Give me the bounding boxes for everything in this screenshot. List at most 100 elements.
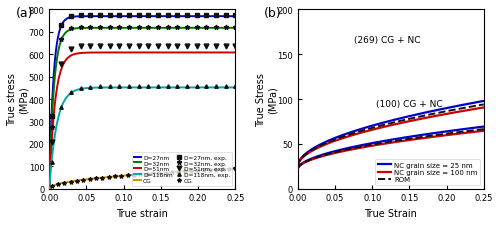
- Text: (100) CG + NC: (100) CG + NC: [376, 100, 442, 109]
- D=32nm: [174, 27, 180, 30]
- D=32nm, exp.: [78, 27, 84, 29]
- CG: [150, 172, 156, 175]
- CG: [48, 185, 54, 188]
- D=27nm, exp.: [97, 15, 103, 17]
- D=51nm, exp.: [78, 46, 84, 48]
- D=32nm: [66, 30, 71, 33]
- CG: [188, 170, 194, 173]
- CG: [93, 177, 99, 180]
- CG: [112, 175, 118, 178]
- D=27nm: [128, 16, 134, 18]
- D=27nm, exp.: [48, 115, 54, 118]
- D=27nm, exp.: [232, 15, 238, 17]
- CG: [232, 167, 238, 170]
- D=118nm, exp.: [232, 86, 238, 88]
- D=27nm, exp.: [174, 15, 180, 17]
- CG: [131, 174, 137, 176]
- Line: D=32nm, exp.: D=32nm, exp.: [49, 25, 238, 130]
- D=51nm, exp.: [106, 45, 112, 48]
- Text: (a): (a): [16, 7, 34, 20]
- D=27nm: [66, 18, 71, 20]
- X-axis label: True Strain: True Strain: [364, 208, 418, 218]
- D=118nm, exp.: [204, 86, 210, 88]
- D=118nm, exp.: [106, 86, 112, 88]
- Text: (269) CG + NC: (269) CG + NC: [354, 36, 420, 45]
- D=27nm: [46, 187, 52, 190]
- D=51nm, exp.: [174, 45, 180, 48]
- D=51nm: [66, 57, 71, 59]
- D=118nm: [66, 94, 71, 97]
- CG: [99, 176, 105, 179]
- D=118nm: [46, 187, 52, 190]
- D=118nm, exp.: [48, 161, 54, 164]
- CG: [128, 174, 134, 177]
- D=51nm, exp.: [58, 63, 64, 66]
- D=118nm, exp.: [116, 86, 122, 88]
- D=118nm: [128, 87, 134, 89]
- X-axis label: True strain: True strain: [116, 208, 168, 218]
- D=118nm, exp.: [164, 86, 170, 88]
- D=32nm, exp.: [126, 27, 132, 29]
- D=51nm: [128, 52, 134, 55]
- D=118nm, exp.: [97, 86, 103, 88]
- D=32nm, exp.: [106, 27, 112, 29]
- CG: [169, 171, 175, 174]
- Line: CG: CG: [50, 169, 236, 189]
- D=51nm: [232, 52, 238, 55]
- D=27nm, exp.: [136, 15, 141, 17]
- D=27nm, exp.: [78, 15, 84, 17]
- D=32nm: [46, 187, 52, 190]
- Legend: D=27nm, D=32nm, D=51nm, D=118nm, CG, D=27nm, exp., D=32nm, exp., D=51nm, exp., D: D=27nm, D=32nm, D=51nm, D=118nm, CG, D=2…: [132, 153, 232, 186]
- D=32nm, exp.: [136, 27, 141, 29]
- CG: [176, 171, 182, 173]
- D=118nm, exp.: [78, 87, 84, 90]
- D=27nm: [174, 16, 180, 18]
- D=27nm: [201, 16, 207, 18]
- CG: [226, 168, 232, 170]
- CG: [214, 168, 220, 171]
- D=51nm, exp.: [184, 45, 190, 48]
- D=118nm, exp.: [174, 86, 180, 88]
- D=32nm, exp.: [116, 27, 122, 29]
- D=118nm, exp.: [68, 91, 74, 94]
- CG: [124, 174, 130, 177]
- D=32nm, exp.: [97, 27, 103, 29]
- CG: [174, 171, 180, 173]
- D=27nm, exp.: [58, 24, 64, 27]
- D=51nm, exp.: [146, 45, 152, 48]
- CG: [156, 172, 162, 175]
- D=32nm: [220, 27, 226, 30]
- D=32nm, exp.: [164, 27, 170, 29]
- CG: [207, 169, 213, 171]
- D=51nm, exp.: [232, 45, 238, 48]
- D=32nm, exp.: [232, 27, 238, 29]
- Line: D=27nm: D=27nm: [50, 17, 236, 189]
- D=27nm, exp.: [164, 15, 170, 17]
- D=118nm, exp.: [184, 86, 190, 88]
- Line: D=118nm: D=118nm: [50, 88, 236, 189]
- CG: [144, 173, 150, 176]
- Text: (b): (b): [264, 7, 282, 20]
- CG: [232, 167, 238, 170]
- CG: [162, 171, 168, 174]
- D=32nm, exp.: [194, 27, 200, 29]
- Line: CG: CG: [50, 167, 238, 189]
- D=27nm, exp.: [194, 15, 200, 17]
- D=27nm, exp.: [116, 15, 122, 17]
- D=32nm: [232, 27, 238, 30]
- CG: [220, 168, 226, 171]
- CG: [182, 170, 188, 173]
- D=32nm, exp.: [48, 126, 54, 129]
- D=32nm, exp.: [58, 39, 64, 42]
- D=27nm, exp.: [155, 15, 161, 17]
- D=32nm: [194, 27, 200, 30]
- CG: [194, 169, 200, 172]
- CG: [192, 170, 198, 172]
- D=51nm, exp.: [222, 45, 228, 48]
- CG: [66, 181, 71, 183]
- D=51nm, exp.: [155, 45, 161, 48]
- D=51nm: [192, 52, 198, 55]
- D=51nm, exp.: [136, 45, 141, 48]
- Line: D=51nm: D=51nm: [50, 53, 236, 189]
- Legend: NC grain size = 25 nm, NC grain size = 100 nm, ROM: NC grain size = 25 nm, NC grain size = 1…: [375, 159, 480, 185]
